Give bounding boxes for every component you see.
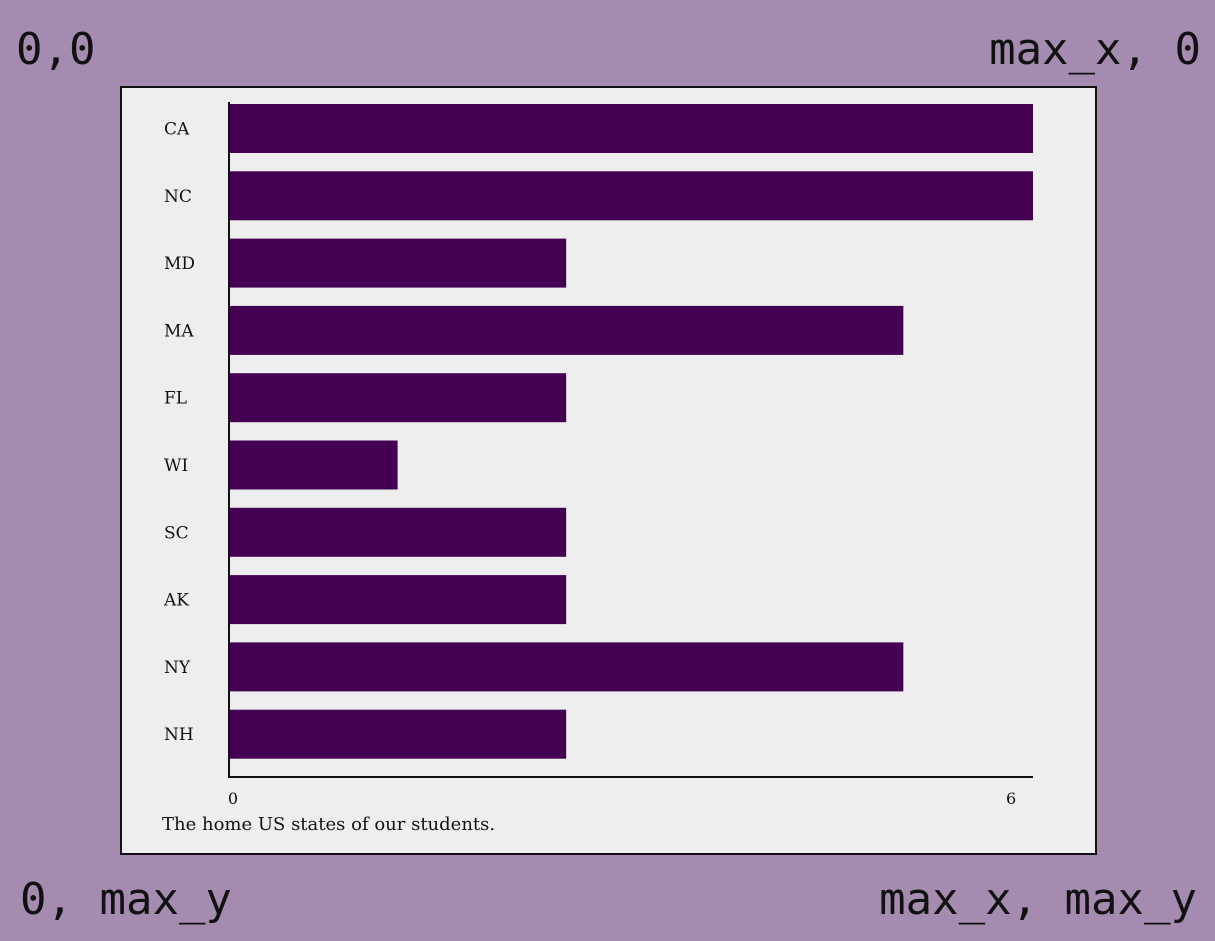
corner-label-bottom-right: max_x, max_y (879, 874, 1197, 925)
corner-label-bottom-left: 0, max_y (20, 874, 232, 925)
x-tick-label-6: 6 (1006, 789, 1016, 808)
bar-sc (229, 507, 567, 557)
bar-fl (229, 373, 567, 423)
corner-label-top-left: 0,0 (16, 24, 96, 75)
category-label-nh: NH (164, 725, 194, 745)
x-tick-label-0: 0 (228, 789, 238, 808)
bar-nc (229, 171, 1033, 221)
bar-nh (229, 709, 567, 759)
category-label-ma: MA (164, 321, 194, 341)
bar-ny (229, 642, 904, 692)
chart-caption: The home US states of our students. (162, 814, 496, 835)
bar-ma (229, 305, 904, 355)
category-label-ca: CA (164, 120, 190, 140)
category-label-ak: AK (163, 591, 189, 611)
corner-label-top-right: max_x, 0 (989, 24, 1201, 75)
category-label-wi: WI (164, 456, 188, 476)
bar-wi (229, 440, 398, 490)
bar-md (229, 238, 567, 288)
bar-ca (229, 104, 1033, 153)
category-label-ny: NY (164, 658, 191, 678)
category-label-md: MD (164, 254, 195, 274)
bar-chart: CA NC MD MA FL WI SC AK NY NH 0 6 (163, 102, 1033, 808)
category-label-fl: FL (164, 389, 187, 409)
category-label-sc: SC (164, 523, 189, 543)
bar-ak (229, 575, 567, 625)
category-label-nc: NC (164, 187, 192, 207)
chart-panel: CA NC MD MA FL WI SC AK NY NH 0 6 The home US state… (120, 86, 1097, 855)
